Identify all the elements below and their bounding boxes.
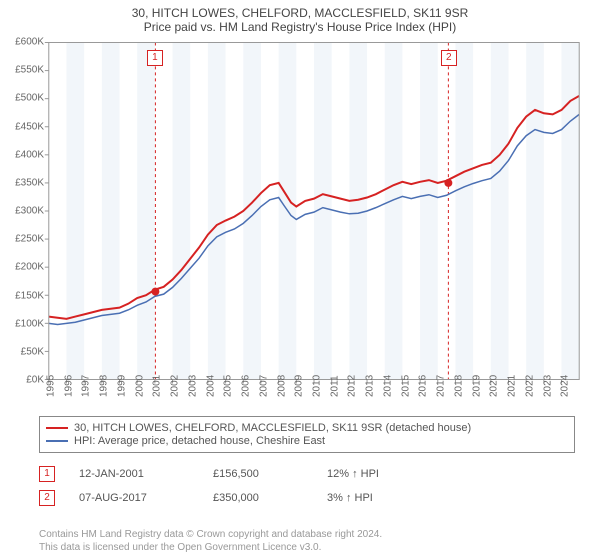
transaction-marker-icon: 1 xyxy=(39,466,55,482)
x-tick-label: 1998 xyxy=(99,375,110,397)
x-tick-label: 2006 xyxy=(241,375,252,397)
x-tick-label: 2007 xyxy=(258,375,269,397)
transaction-marker-icon: 2 xyxy=(39,490,55,506)
attribution-footer: Contains HM Land Registry data © Crown c… xyxy=(39,528,382,554)
x-tick-label: 2012 xyxy=(347,375,358,397)
x-tick-label: 2000 xyxy=(134,375,145,397)
x-tick-label: 2018 xyxy=(453,375,464,397)
y-tick-label: £500K xyxy=(4,93,44,104)
y-tick-label: £550K xyxy=(4,65,44,76)
x-tick-label: 1996 xyxy=(63,375,74,397)
y-tick-label: £50K xyxy=(4,346,44,357)
legend-label: 30, HITCH LOWES, CHELFORD, MACCLESFIELD,… xyxy=(74,422,471,434)
legend: 30, HITCH LOWES, CHELFORD, MACCLESFIELD,… xyxy=(39,416,575,453)
x-tick-label: 2005 xyxy=(223,375,234,397)
x-tick-label: 2004 xyxy=(205,375,216,397)
y-tick-label: £150K xyxy=(4,290,44,301)
legend-row: 30, HITCH LOWES, CHELFORD, MACCLESFIELD,… xyxy=(46,422,568,434)
x-tick-label: 2014 xyxy=(382,375,393,397)
y-tick-label: £250K xyxy=(4,234,44,245)
y-tick-label: £300K xyxy=(4,206,44,217)
x-tick-label: 2023 xyxy=(542,375,553,397)
x-tick-label: 2016 xyxy=(418,375,429,397)
x-tick-label: 2021 xyxy=(507,375,518,397)
x-tick-label: 2008 xyxy=(276,375,287,397)
transaction-date: 07-AUG-2017 xyxy=(79,492,189,504)
x-tick-label: 2011 xyxy=(329,375,340,397)
legend-swatch xyxy=(46,427,68,429)
transaction-date: 12-JAN-2001 xyxy=(79,468,189,480)
footer-line-1: Contains HM Land Registry data © Crown c… xyxy=(39,528,382,541)
transaction-price: £156,500 xyxy=(213,468,303,480)
x-tick-label: 2002 xyxy=(170,375,181,397)
y-tick-label: £350K xyxy=(4,177,44,188)
x-tick-label: 1999 xyxy=(116,375,127,397)
transaction-marker-1: 1 xyxy=(147,50,163,66)
x-tick-label: 2022 xyxy=(524,375,535,397)
transaction-delta: 3% ↑ HPI xyxy=(327,492,373,504)
y-tick-label: £200K xyxy=(4,262,44,273)
y-tick-label: £0K xyxy=(4,375,44,386)
y-tick-label: £600K xyxy=(4,37,44,48)
x-tick-label: 1997 xyxy=(81,375,92,397)
chart-title-sub: Price paid vs. HM Land Registry's House … xyxy=(0,20,600,38)
legend-label: HPI: Average price, detached house, Ches… xyxy=(74,435,325,447)
y-tick-label: £450K xyxy=(4,121,44,132)
transaction-marker-2: 2 xyxy=(441,50,457,66)
legend-row: HPI: Average price, detached house, Ches… xyxy=(46,435,568,447)
legend-swatch xyxy=(46,440,68,442)
x-tick-label: 2010 xyxy=(312,375,323,397)
x-tick-label: 2024 xyxy=(560,375,571,397)
x-tick-label: 2020 xyxy=(489,375,500,397)
x-tick-label: 2001 xyxy=(152,375,163,397)
footer-line-2: This data is licensed under the Open Gov… xyxy=(39,541,382,554)
y-tick-label: £400K xyxy=(4,149,44,160)
transaction-row-1: 1 12-JAN-2001 £156,500 12% ↑ HPI xyxy=(39,466,561,482)
x-tick-label: 2019 xyxy=(471,375,482,397)
y-tick-label: £100K xyxy=(4,318,44,329)
chart-title-main: 30, HITCH LOWES, CHELFORD, MACCLESFIELD,… xyxy=(0,0,600,20)
x-tick-label: 2003 xyxy=(187,375,198,397)
x-tick-label: 2009 xyxy=(294,375,305,397)
x-tick-label: 1995 xyxy=(46,375,57,397)
transaction-row-2: 2 07-AUG-2017 £350,000 3% ↑ HPI xyxy=(39,490,561,506)
line-chart: £0K£50K£100K£150K£200K£250K£300K£350K£40… xyxy=(48,42,580,380)
transaction-delta: 12% ↑ HPI xyxy=(327,468,379,480)
x-tick-label: 2017 xyxy=(436,375,447,397)
transaction-price: £350,000 xyxy=(213,492,303,504)
x-tick-label: 2015 xyxy=(400,375,411,397)
x-tick-label: 2013 xyxy=(365,375,376,397)
